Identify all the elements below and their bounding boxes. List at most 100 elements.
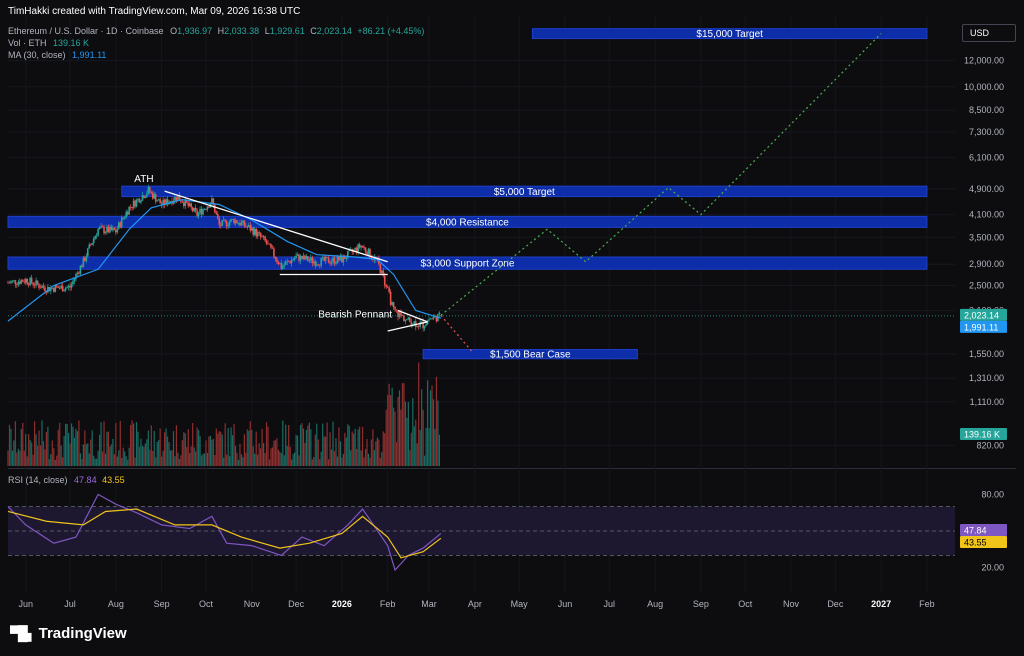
volume-bar [369, 457, 371, 466]
candle-body [295, 255, 297, 259]
candle-body [190, 203, 192, 208]
volume-bar [413, 426, 415, 466]
volume-bar [364, 448, 367, 466]
candle-body [194, 207, 197, 211]
time-tick-label: Aug [647, 599, 663, 609]
candle-body [224, 219, 226, 221]
volume-bar [424, 455, 426, 466]
volume-bar [305, 429, 308, 466]
volume-bar [192, 423, 194, 466]
volume-bar [410, 432, 412, 466]
volume-bar [118, 450, 120, 466]
candle-body [55, 285, 58, 287]
candle-body [214, 204, 216, 213]
candle-body [17, 281, 20, 285]
volume-bar [246, 429, 248, 466]
close-value: 2,023.14 [316, 26, 352, 36]
candle-body [311, 257, 314, 264]
time-tick-label: Jun [558, 599, 573, 609]
volume-bar [38, 430, 40, 466]
volume-bar [104, 453, 107, 466]
candle-body [61, 285, 64, 292]
volume-bar [28, 434, 30, 466]
volume-bar [432, 399, 435, 466]
rsi-tick-label: 20.00 [981, 563, 1004, 573]
volume-bar [403, 383, 405, 466]
candle-body [382, 270, 385, 276]
price-zone-label-1: $5,000 Target [494, 187, 555, 198]
candle-body [389, 291, 392, 305]
volume-bar [329, 432, 331, 466]
volume-bar [107, 431, 110, 466]
volume-bar [116, 456, 118, 466]
candle-body [394, 306, 396, 310]
volume-bar [13, 440, 15, 466]
candle-body [101, 226, 104, 228]
price-tick-label: 4,100.00 [969, 210, 1004, 220]
candle-body [20, 280, 23, 284]
tradingview-mark-icon: ▀█▖ [10, 625, 37, 641]
candle-body [234, 220, 237, 224]
volume-bar [172, 431, 175, 466]
volume-bar [243, 434, 245, 466]
candle-body [256, 232, 259, 237]
candle-body [270, 243, 272, 248]
open-value: 1,936.97 [177, 26, 213, 36]
volume-bar [363, 457, 365, 466]
volume-bar [211, 439, 213, 466]
candle-body [143, 195, 145, 198]
candle-body [248, 225, 250, 227]
high-value: 2,033.38 [224, 26, 260, 36]
candle-body [150, 192, 153, 194]
price-zone-label-0: $15,000 Target [696, 29, 763, 40]
candle-body [89, 244, 92, 246]
candle-body [255, 228, 257, 237]
volume-bar [8, 424, 11, 466]
candle-body [104, 232, 107, 234]
volume-bar [366, 439, 368, 466]
volume-bar [128, 447, 130, 466]
candle-body [92, 238, 95, 243]
volume-bar [122, 447, 124, 466]
candle-body [422, 321, 424, 329]
volume-bar [437, 400, 439, 466]
volume-bar [60, 445, 62, 466]
volume-bar [313, 457, 315, 466]
volume-bar [184, 433, 186, 466]
volume-bar [277, 449, 279, 466]
currency-button[interactable]: USD [962, 24, 1016, 42]
volume-bar [341, 457, 343, 466]
volume-bar [248, 430, 250, 466]
volume-bar [422, 409, 424, 466]
volume-bar [217, 433, 219, 466]
volume-bar [16, 452, 18, 466]
candle-body [342, 255, 345, 263]
volume-bar [434, 428, 436, 466]
candle-body [52, 288, 55, 292]
volume-bar [44, 449, 46, 466]
volume-bar [249, 421, 251, 466]
candle-body [435, 315, 438, 322]
candle-body [222, 219, 225, 221]
candle-body [361, 245, 364, 248]
volume-bar [239, 443, 241, 466]
volume-bar [223, 457, 225, 466]
candle-body [327, 257, 330, 263]
candle-body [237, 223, 240, 224]
candle-body [420, 321, 423, 323]
candle-body [23, 281, 26, 283]
candle-body [354, 247, 356, 250]
time-tick-label: 2027 [871, 599, 891, 609]
candle-body [397, 310, 399, 317]
volume-bar [70, 423, 73, 466]
time-tick-label: 2026 [332, 599, 352, 609]
candle-body [75, 274, 77, 279]
candle-body [370, 257, 373, 259]
volume-bar [338, 427, 340, 466]
candle-body [107, 226, 110, 233]
candle-body [110, 226, 113, 231]
volume-bar [181, 440, 183, 466]
candle-body [162, 199, 164, 206]
volume-bar [395, 442, 398, 466]
